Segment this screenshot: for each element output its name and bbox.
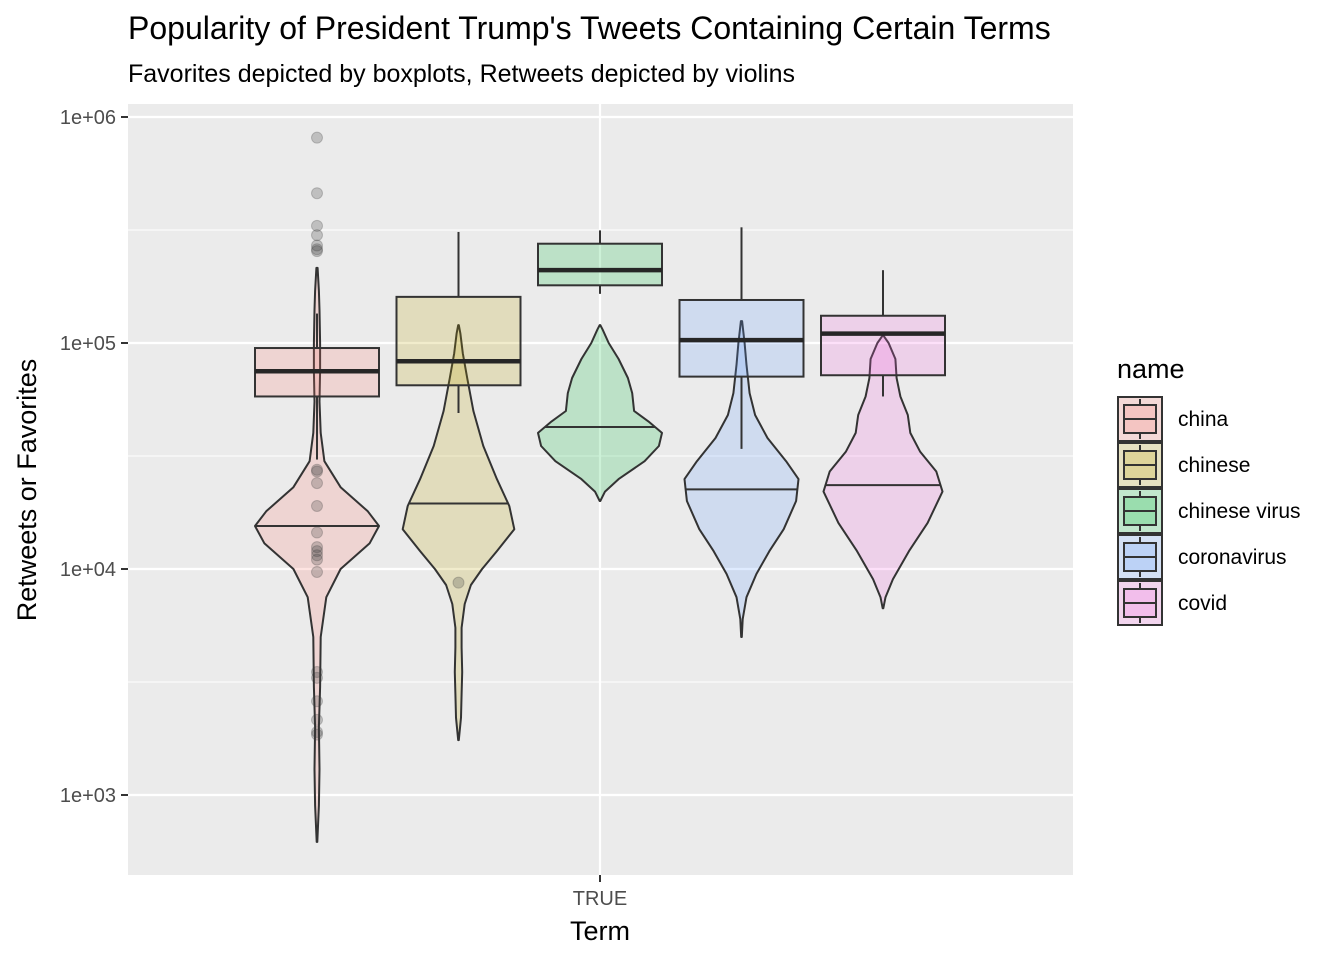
- outlier-point: [311, 713, 323, 726]
- box: [537, 242, 663, 287]
- outlier-point: [311, 671, 323, 684]
- legend-item-china: china: [1117, 396, 1229, 442]
- outlier-point: [311, 565, 323, 578]
- outlier-point: [311, 500, 323, 513]
- outlier-point: [311, 245, 323, 258]
- outlier-point: [311, 695, 323, 708]
- plot-area: [128, 104, 1073, 875]
- violins-layer: [254, 266, 944, 843]
- outlier-point: [311, 131, 323, 144]
- legend-item-covid: covid: [1117, 580, 1227, 626]
- outlier-point: [311, 728, 323, 741]
- y-tick-label: 1e+03: [60, 785, 116, 807]
- legend-item-chinese-virus: chinese virus: [1117, 488, 1301, 534]
- outlier-point: [311, 243, 323, 256]
- legend-label: chinese virus: [1178, 500, 1301, 523]
- box: [395, 295, 522, 387]
- boxplot-chinese-virus: [537, 230, 663, 294]
- y-tick-label: 1e+05: [60, 333, 116, 355]
- outlier-point: [311, 726, 323, 739]
- legend: name china chinese chinese virus coronaviru…: [1117, 354, 1301, 626]
- chart-title: Popularity of President Trump's Tweets C…: [128, 10, 1051, 46]
- outlier-point: [311, 463, 323, 476]
- y-axis-label: Retweets or Favorites: [12, 359, 42, 622]
- violin-chinese-virus: [537, 324, 663, 502]
- outlier-point: [452, 576, 465, 589]
- boxplot-china: [254, 313, 380, 460]
- outlier-point: [311, 187, 323, 200]
- outlier-point: [311, 549, 323, 562]
- y-tick-label: 1e+06: [60, 107, 116, 129]
- legend-item-chinese: chinese: [1117, 442, 1250, 488]
- violin-coronavirus: [683, 320, 800, 638]
- y-axis: 1e+03 1e+04 1e+05 1e+06: [60, 107, 128, 807]
- violin-china: [254, 266, 380, 843]
- legend-label: covid: [1178, 592, 1227, 615]
- violin-chinese: [401, 324, 516, 742]
- outlier-point: [311, 219, 323, 232]
- box: [820, 314, 946, 377]
- boxplots-layer: [254, 227, 946, 460]
- x-axis: TRUE: [573, 875, 627, 910]
- outlier-point: [311, 545, 323, 558]
- outlier-point: [311, 541, 323, 554]
- boxplot-coronavirus: [678, 227, 805, 449]
- outlier-point: [311, 666, 323, 679]
- outlier-point: [311, 553, 323, 566]
- legend-label: chinese: [1178, 454, 1250, 477]
- legend-label: coronavirus: [1178, 546, 1287, 569]
- outlier-point: [311, 477, 323, 490]
- outliers-layer: [311, 131, 465, 741]
- outlier-point: [311, 239, 323, 252]
- outlier-point: [311, 229, 323, 242]
- boxplot-covid: [820, 270, 946, 397]
- chart-subtitle: Favorites depicted by boxplots, Retweets…: [128, 60, 795, 88]
- x-axis-label: Term: [570, 916, 630, 946]
- y-tick-label: 1e+04: [60, 559, 116, 581]
- x-tick-label: TRUE: [573, 888, 627, 910]
- legend-label: china: [1178, 408, 1229, 431]
- boxplot-chinese: [395, 231, 522, 414]
- legend-item-coronavirus: coronavirus: [1117, 534, 1287, 580]
- outlier-point: [311, 465, 323, 478]
- outlier-point: [311, 526, 323, 539]
- legend-title: name: [1117, 354, 1185, 384]
